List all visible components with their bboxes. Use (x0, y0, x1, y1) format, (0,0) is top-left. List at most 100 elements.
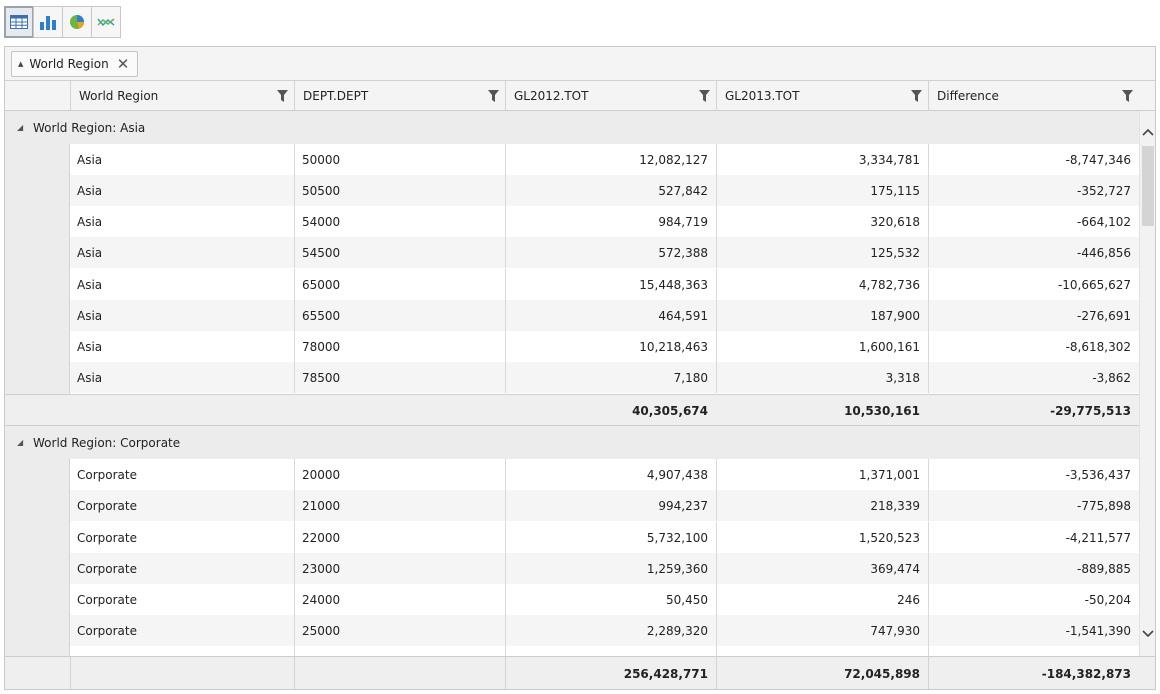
table-row[interactable]: Corporate 20000 4,907,438 1,371,001 -3,5… (70, 459, 1139, 490)
grand-total-footer: 256,428,771 72,045,898 -184,382,873 (5, 656, 1155, 689)
cell-gl2012: 50,450 (505, 584, 716, 615)
column-header-difference[interactable]: Difference (928, 81, 1139, 111)
scroll-up-button[interactable] (1140, 123, 1155, 141)
cell-dept: 20000 (294, 459, 505, 490)
grid-body: ◢ World Region: Asia Asia 50000 12,082,1… (5, 111, 1139, 657)
cell-difference: -3,862 (928, 362, 1139, 393)
cell-difference: -889,885 (928, 553, 1139, 584)
group-header-label: World Region: Corporate (33, 435, 181, 450)
cell-gl2013: 747,930 (716, 615, 928, 646)
table-row[interactable]: Corporate 24000 50,450 246 -50,204 (70, 584, 1139, 615)
cell-gl2012: 5,732,100 (505, 522, 716, 553)
cell-gl2013: 175,115 (716, 175, 928, 206)
cell-world-region: Asia (77, 370, 103, 385)
cell-world-region: Corporate (77, 592, 137, 607)
cell-world-region: Asia (77, 214, 103, 229)
cell-dept: 65500 (294, 300, 505, 331)
table-row[interactable]: Asia 65500 464,591 187,900 -276,691 (70, 300, 1139, 331)
cell-world-region: Asia (77, 183, 103, 198)
cell-dept: 54500 (294, 237, 505, 268)
close-icon[interactable]: ✕ (116, 54, 130, 73)
column-header-row: World Region DEPT.DEPT GL2012.TOT GL2013… (5, 81, 1155, 111)
table-row[interactable]: Asia 54500 572,388 125,532 -446,856 (70, 237, 1139, 268)
column-header-world-region[interactable]: World Region (70, 81, 294, 111)
cell-difference: -664,102 (928, 206, 1139, 237)
column-header-gl2012[interactable]: GL2012.TOT (505, 81, 716, 111)
cell-gl2013: 3,334,781 (716, 144, 928, 175)
cell-dept: 50000 (294, 144, 505, 175)
bar-chart-view-button[interactable] (33, 6, 63, 38)
cell-difference: -1,541,390 (928, 615, 1139, 646)
group-chip-world-region[interactable]: ▲ World Region ✕ (11, 51, 139, 77)
cell-dept: 78000 (294, 331, 505, 362)
cell-world-region: Asia (77, 152, 103, 167)
group-total-row-asia: 40,305,674 10,530,161 -29,775,513 (5, 394, 1139, 426)
cell-difference: -10,665,627 (928, 269, 1139, 300)
data-grid: ▲ World Region ✕ World Region DEPT.DEPT … (4, 46, 1156, 690)
collapse-triangle-icon[interactable]: ◢ (17, 123, 24, 132)
cell-difference: -446,856 (928, 237, 1139, 268)
cell-world-region: Asia (77, 339, 103, 354)
table-view-button[interactable] (4, 6, 34, 38)
line-chart-icon (97, 18, 115, 27)
table-row[interactable]: Corporate 23000 1,259,360 369,474 -889,8… (70, 553, 1139, 584)
scroll-thumb[interactable] (1142, 146, 1154, 226)
table-row[interactable]: Corporate 25000 2,289,320 747,930 -1,541… (70, 615, 1139, 646)
cell-gl2012 (505, 646, 716, 657)
cell-dept: 78500 (294, 362, 505, 393)
cell-world-region: Corporate (77, 467, 137, 482)
column-header-dept[interactable]: DEPT.DEPT (294, 81, 505, 111)
cell-gl2012: 12,082,127 (505, 144, 716, 175)
cell-gl2013: 125,532 (716, 237, 928, 268)
cell-world-region: Corporate (77, 623, 137, 638)
column-header-gl2013[interactable]: GL2013.TOT (716, 81, 928, 111)
table-row-partial[interactable] (70, 646, 1139, 657)
table-row[interactable]: Asia 78000 10,218,463 1,600,161 -8,618,3… (70, 331, 1139, 362)
group-header-corporate[interactable]: ◢ World Region: Corporate (5, 426, 1139, 459)
filter-icon[interactable] (488, 90, 499, 102)
table-row[interactable]: Asia 50000 12,082,127 3,334,781 -8,747,3… (70, 144, 1139, 175)
line-chart-view-button[interactable] (91, 6, 121, 38)
group-header-label: World Region: Asia (33, 120, 146, 135)
vertical-scrollbar[interactable] (1139, 111, 1155, 657)
indent-header (5, 81, 70, 111)
table-row[interactable]: Asia 78500 7,180 3,318 -3,862 (70, 362, 1139, 393)
cell-gl2012: 15,448,363 (505, 269, 716, 300)
table-icon (10, 15, 28, 29)
table-row[interactable]: Asia 65000 15,448,363 4,782,736 -10,665,… (70, 269, 1139, 300)
cell-dept: 23000 (294, 553, 505, 584)
table-row[interactable]: Corporate 22000 5,732,100 1,520,523 -4,2… (70, 522, 1139, 553)
grand-total-gl2013: 72,045,898 (716, 657, 928, 689)
group-total-difference: -29,775,513 (1050, 403, 1131, 418)
table-row[interactable]: Corporate 21000 994,237 218,339 -775,898 (70, 490, 1139, 521)
table-row[interactable]: Asia 50500 527,842 175,115 -352,727 (70, 175, 1139, 206)
grand-total-gl2012: 256,428,771 (505, 657, 716, 689)
cell-gl2012: 10,218,463 (505, 331, 716, 362)
table-row[interactable]: Asia 54000 984,719 320,618 -664,102 (70, 206, 1139, 237)
column-header-label: GL2013.TOT (725, 89, 800, 103)
cell-difference: -775,898 (928, 490, 1139, 521)
cell-world-region: Asia (77, 308, 103, 323)
filter-icon[interactable] (911, 90, 922, 102)
cell-gl2013: 369,474 (716, 553, 928, 584)
bar-chart-icon (40, 16, 56, 30)
cell-gl2013 (716, 646, 928, 657)
cell-gl2012: 4,907,438 (505, 459, 716, 490)
cell-world-region: Asia (77, 245, 103, 260)
cell-dept: 25000 (294, 615, 505, 646)
sort-ascending-icon[interactable]: ▲ (18, 60, 24, 68)
cell-difference: -50,204 (928, 584, 1139, 615)
grand-total-difference: -184,382,873 (928, 657, 1139, 689)
group-header-asia[interactable]: ◢ World Region: Asia (5, 111, 1139, 144)
cell-difference: -8,747,346 (928, 144, 1139, 175)
filter-icon[interactable] (1122, 90, 1133, 102)
view-toolbar (4, 6, 121, 40)
scroll-down-button[interactable] (1140, 625, 1155, 643)
collapse-triangle-icon[interactable]: ◢ (17, 438, 24, 447)
pie-chart-view-button[interactable] (62, 6, 92, 38)
cell-difference: -3,536,437 (928, 459, 1139, 490)
cell-gl2013: 3,318 (716, 362, 928, 393)
filter-icon[interactable] (277, 90, 288, 102)
filter-icon[interactable] (699, 90, 710, 102)
cell-dept (294, 646, 505, 657)
